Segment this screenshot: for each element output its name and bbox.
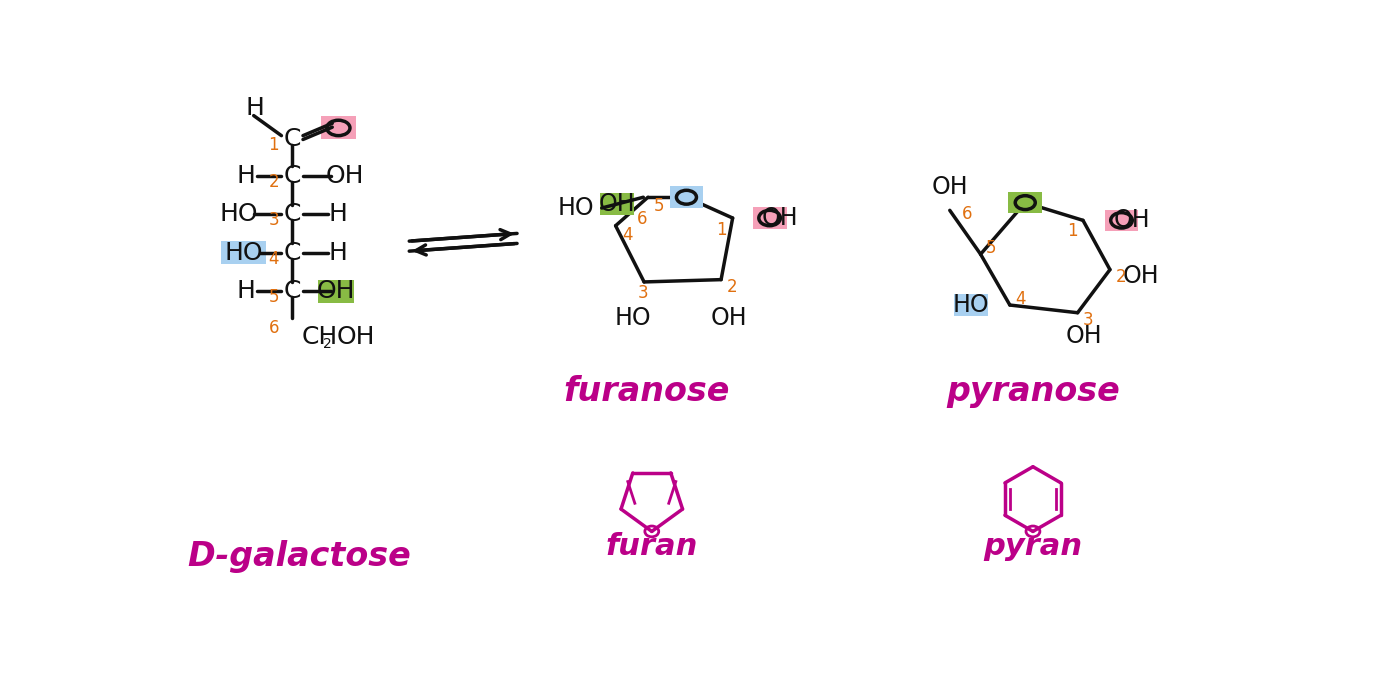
Text: OH: OH [762, 206, 798, 230]
Text: 6: 6 [636, 210, 647, 228]
Text: 2: 2 [727, 278, 737, 296]
Text: H: H [236, 279, 256, 303]
Text: HO: HO [219, 202, 257, 226]
Bar [319, 280, 354, 303]
Text: OH: OH [710, 306, 747, 330]
Text: HO: HO [614, 306, 651, 330]
Text: HO: HO [953, 293, 990, 317]
Bar [1008, 192, 1042, 214]
Text: CH: CH [302, 325, 338, 349]
Text: OH: OH [931, 175, 967, 199]
Bar [752, 208, 787, 229]
Text: 1: 1 [268, 136, 280, 154]
Text: 6: 6 [962, 205, 972, 223]
Bar [221, 241, 266, 264]
Text: 1: 1 [1067, 222, 1078, 240]
Text: 4: 4 [1015, 290, 1026, 308]
Text: D-galactose: D-galactose [187, 541, 411, 573]
Text: C: C [284, 241, 301, 264]
Text: 2: 2 [268, 173, 280, 191]
Text: OH: OH [1123, 264, 1159, 288]
Text: OH: OH [1114, 208, 1151, 232]
Text: OH: OH [1065, 324, 1102, 348]
Text: 2: 2 [323, 337, 331, 350]
Bar [670, 187, 703, 208]
Text: 3: 3 [1083, 312, 1093, 330]
Text: C: C [284, 164, 301, 187]
Text: C: C [284, 202, 301, 226]
Text: C: C [284, 279, 301, 303]
Text: 4: 4 [268, 250, 280, 268]
Text: furanose: furanose [563, 375, 730, 408]
Text: 4: 4 [622, 226, 632, 244]
Text: pyran: pyran [983, 532, 1082, 561]
Text: furan: furan [605, 532, 698, 561]
Text: 5: 5 [654, 198, 664, 215]
Text: OH: OH [337, 325, 376, 349]
Bar [1104, 210, 1138, 231]
Text: pyranose: pyranose [946, 375, 1120, 408]
Text: 2: 2 [1116, 269, 1125, 287]
Text: OH: OH [317, 279, 355, 303]
Text: H: H [236, 164, 256, 187]
Text: 3: 3 [268, 212, 280, 229]
Text: HO: HO [558, 196, 594, 220]
Text: OH: OH [598, 192, 636, 216]
Text: H: H [329, 202, 348, 226]
Text: 5: 5 [268, 288, 280, 306]
Text: 3: 3 [637, 285, 647, 303]
Bar [955, 294, 988, 316]
Text: H: H [329, 241, 348, 264]
Text: H: H [246, 96, 264, 120]
Text: 6: 6 [268, 319, 280, 337]
Text: C: C [284, 127, 301, 151]
Text: OH: OH [326, 164, 363, 187]
Text: 5: 5 [986, 239, 997, 257]
Text: 1: 1 [717, 221, 727, 239]
Bar [600, 194, 635, 215]
Bar [320, 117, 356, 139]
Text: HO: HO [225, 241, 263, 264]
